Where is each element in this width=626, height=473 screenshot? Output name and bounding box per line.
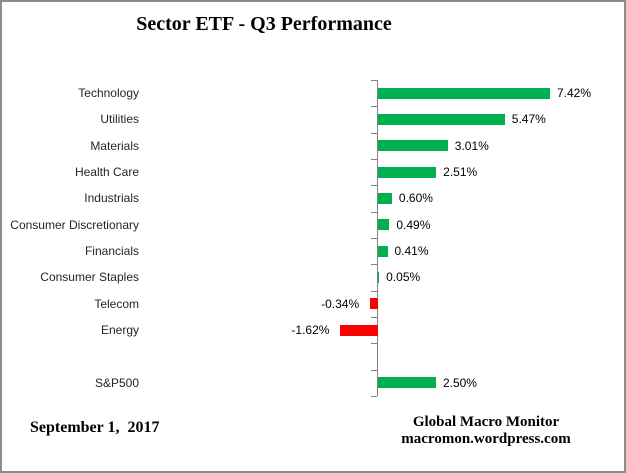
axis-tick: [371, 132, 377, 134]
value-label: 2.50%: [442, 375, 477, 390]
axis-tick: [371, 343, 377, 345]
category-label: Consumer Discretionary: [10, 217, 139, 232]
positive-bar: [378, 140, 448, 152]
positive-bar: [378, 113, 505, 125]
y-axis-line: [377, 80, 378, 396]
date-label: September 1, 2017: [30, 419, 160, 436]
category-label: Telecom: [94, 296, 139, 311]
positive-bar: [378, 271, 380, 283]
category-label: Financials: [84, 243, 139, 258]
value-label: 0.49%: [396, 217, 431, 232]
value-label: 0.60%: [398, 191, 433, 206]
brand-block: Global Macro Monitor macromon.wordpress.…: [386, 414, 586, 448]
axis-tick: [371, 106, 377, 108]
positive-bar: [378, 245, 388, 257]
positive-bar: [378, 87, 550, 99]
brand-url: macromon.wordpress.com: [401, 431, 571, 447]
axis-tick: [371, 395, 377, 397]
brand-name: Global Macro Monitor: [412, 414, 560, 430]
axis-tick: [371, 369, 377, 371]
axis-tick: [371, 237, 377, 239]
axis-tick: [371, 316, 377, 318]
positive-bar: [378, 166, 437, 178]
axis-tick: [371, 185, 377, 187]
category-label: Technology: [78, 86, 139, 100]
category-label: Materials: [90, 138, 139, 153]
value-label: 3.01%: [454, 138, 489, 153]
axis-tick: [371, 158, 377, 160]
value-label: 2.51%: [443, 164, 478, 179]
positive-bar: [378, 192, 392, 204]
category-label: S&P500: [94, 375, 139, 390]
value-label: 7.42%: [556, 86, 592, 100]
positive-bar: [378, 377, 436, 389]
value-label: -0.34%: [321, 296, 360, 311]
category-label: Health Care: [74, 164, 139, 179]
category-label: Energy: [100, 322, 139, 337]
axis-tick: [371, 80, 377, 81]
value-label: 0.05%: [386, 270, 421, 285]
axis-tick: [371, 290, 377, 292]
category-label: Industrials: [84, 191, 139, 206]
category-label: Consumer Staples: [40, 270, 139, 285]
negative-bar: [370, 298, 378, 310]
axis-tick: [371, 211, 377, 213]
value-label: -1.62%: [291, 322, 330, 337]
value-label: 0.41%: [394, 243, 429, 258]
category-label: Utilities: [100, 112, 139, 127]
positive-bar: [378, 219, 390, 231]
value-label: 5.47%: [511, 112, 546, 127]
negative-bar: [340, 324, 378, 336]
chart-title: Sector ETF - Q3 Performance: [136, 13, 392, 35]
axis-tick: [371, 264, 377, 266]
